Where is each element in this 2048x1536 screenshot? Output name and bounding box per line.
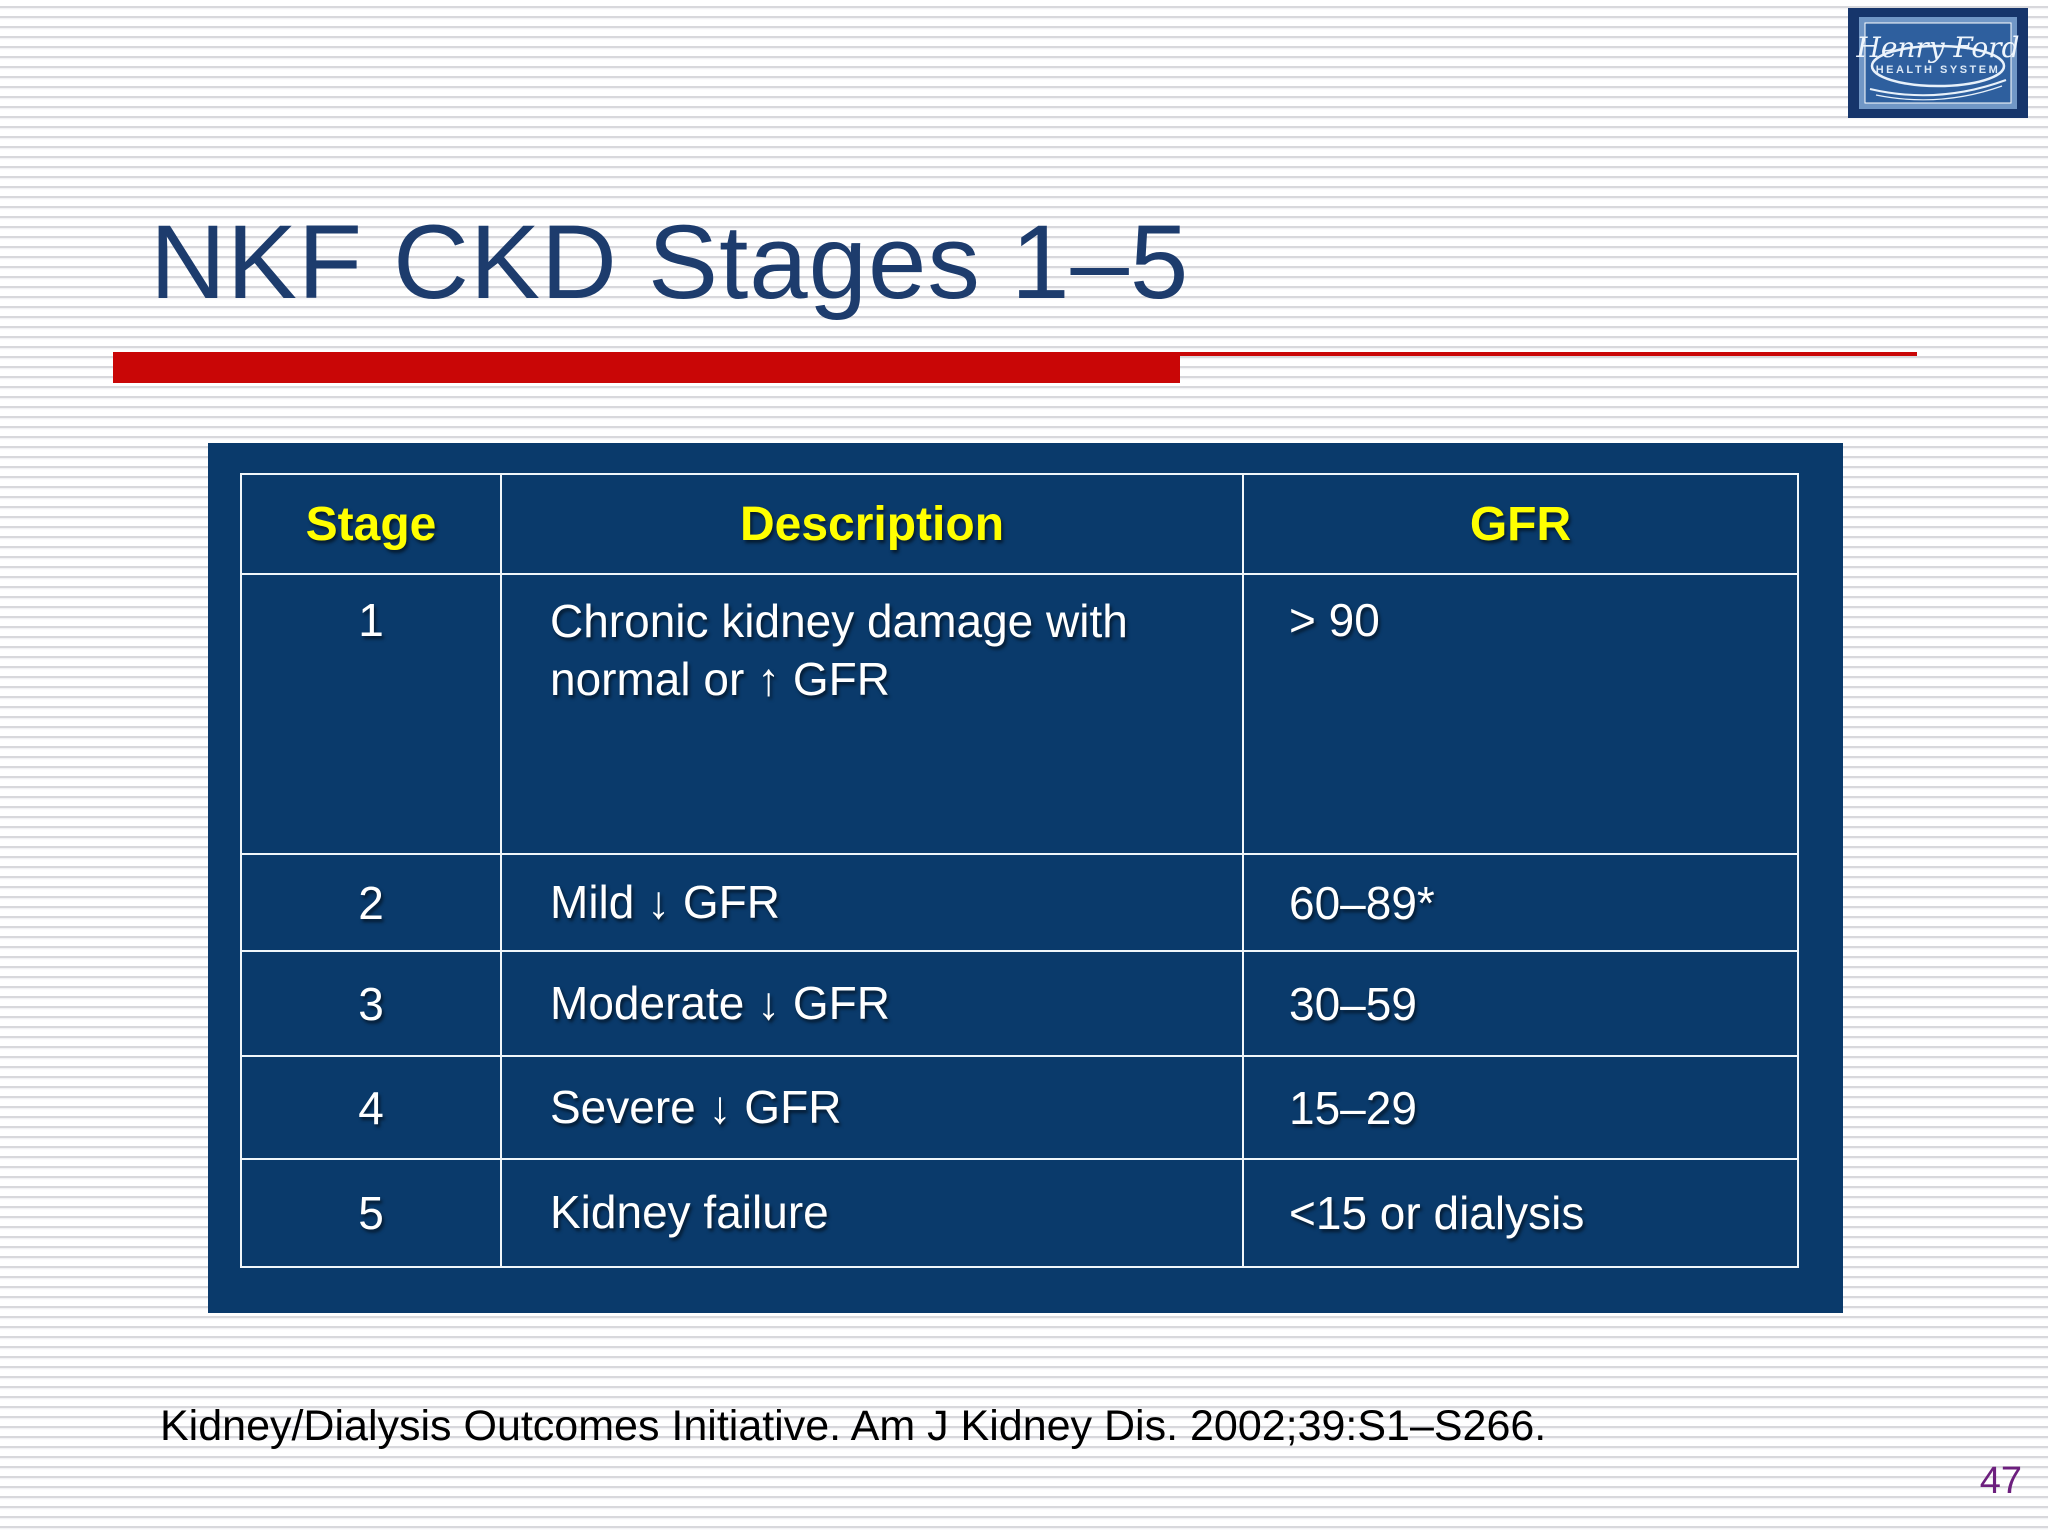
citation-text: Kidney/Dialysis Outcomes Initiative. Am … <box>160 1402 1547 1450</box>
table-header-row: Stage Description GFR <box>240 473 1799 575</box>
table-row: 3 Moderate ↓ GFR 30–59 <box>240 950 1799 1057</box>
table-row: 2 Mild ↓ GFR 60–89* <box>240 853 1799 952</box>
cell-gfr: 15–29 <box>1242 1055 1799 1160</box>
ckd-stage-table: Stage Description GFR 1 Chronic kidney d… <box>240 473 1799 1268</box>
cell-stage: 2 <box>240 853 502 952</box>
col-header-stage: Stage <box>240 473 502 575</box>
cell-stage: 1 <box>240 573 502 855</box>
cell-gfr: > 90 <box>1242 573 1799 855</box>
cell-gfr: <15 or dialysis <box>1242 1158 1799 1268</box>
table-row: 5 Kidney failure <15 or dialysis <box>240 1158 1799 1268</box>
table-body: 1 Chronic kidney damage with normal or ↑… <box>240 573 1799 1268</box>
cell-gfr: 60–89* <box>1242 853 1799 952</box>
col-header-gfr: GFR <box>1242 473 1799 575</box>
henry-ford-logo: Henry Ford HEALTH SYSTEM <box>1848 8 2028 118</box>
logo-caps-text: HEALTH SYSTEM <box>1876 64 2001 76</box>
cell-description: Mild ↓ GFR <box>500 853 1244 952</box>
page-number: 47 <box>1979 1460 2022 1502</box>
ckd-table-panel: Stage Description GFR 1 Chronic kidney d… <box>208 443 1843 1313</box>
cell-description: Moderate ↓ GFR <box>500 950 1244 1057</box>
cell-description: Severe ↓ GFR <box>500 1055 1244 1160</box>
cell-description: Chronic kidney damage with normal or ↑ G… <box>500 573 1244 855</box>
cell-gfr: 30–59 <box>1242 950 1799 1057</box>
table-row: 1 Chronic kidney damage with normal or ↑… <box>240 573 1799 855</box>
cell-stage: 5 <box>240 1158 502 1268</box>
cell-stage: 3 <box>240 950 502 1057</box>
cell-stage: 4 <box>240 1055 502 1160</box>
logo-script-text: Henry Ford <box>1855 31 2019 64</box>
cell-description: Kidney failure <box>500 1158 1244 1268</box>
henry-ford-logo-icon: Henry Ford HEALTH SYSTEM <box>1848 8 2028 118</box>
title-rule-thick <box>113 352 1180 383</box>
slide-title: NKF CKD Stages 1–5 <box>150 204 1190 321</box>
table-row: 4 Severe ↓ GFR 15–29 <box>240 1055 1799 1160</box>
col-header-description: Description <box>500 473 1244 575</box>
